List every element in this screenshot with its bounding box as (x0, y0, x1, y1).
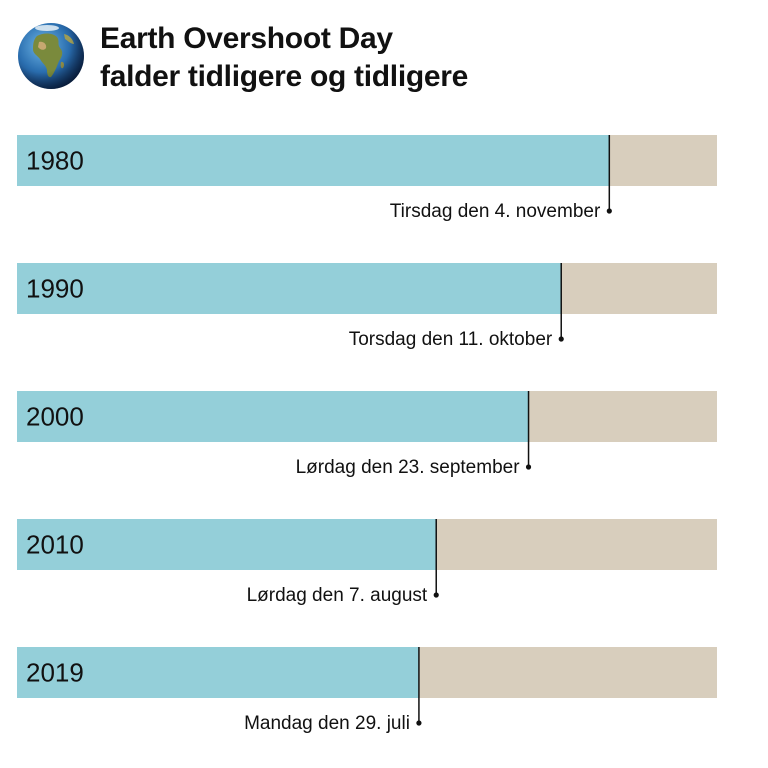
earth-globe-icon (18, 23, 84, 89)
bar-row-2000: 2000 Lørdag den 23. september (17, 391, 717, 478)
date-marker-dot-2019 (416, 720, 422, 726)
year-label-2010: 2010 (26, 530, 84, 560)
elapsed-bar-2010 (17, 519, 437, 570)
date-label-1980: Tirsdag den 4. november (390, 201, 601, 222)
title-line-1: Earth Overshoot Day (100, 22, 393, 55)
date-label-2010: Lørdag den 7. august (247, 585, 428, 606)
chart-title: Earth Overshoot Day falder tidligere og … (100, 20, 468, 96)
elapsed-bar-2000 (17, 391, 529, 442)
bar-row-1980: 1980 Tirsdag den 4. november (17, 135, 717, 222)
date-label-1990: Torsdag den 11. oktober (349, 329, 553, 350)
year-label-2019: 2019 (26, 658, 84, 688)
elapsed-bar-2019 (17, 647, 419, 698)
date-label-2019: Mandag den 29. juli (244, 713, 410, 734)
elapsed-bar-1990 (17, 263, 562, 314)
date-label-2000: Lørdag den 23. september (296, 457, 521, 478)
bar-row-2019: 2019 Mandag den 29. juli (17, 647, 717, 734)
year-label-2000: 2000 (26, 402, 84, 432)
date-marker-dot-1990 (558, 336, 564, 342)
date-marker-dot-2000 (525, 464, 532, 470)
overshoot-chart: 1980 Tirsdag den 4. november 1990 Torsdag d… (17, 135, 717, 734)
bar-row-2010: 2010 Lørdag den 7. august (17, 519, 717, 606)
date-marker-dot-2010 (433, 592, 439, 598)
elapsed-bar-1980 (17, 135, 610, 186)
date-marker-dot-1980 (606, 208, 612, 214)
header: Earth Overshoot Day falder tidligere og … (0, 0, 768, 110)
title-line-2: falder tidligere og tidligere (100, 60, 469, 93)
year-label-1980: 1980 (26, 146, 84, 176)
bar-row-1990: 1990 Torsdag den 11. oktober (17, 263, 717, 350)
year-label-1990: 1990 (26, 274, 84, 304)
